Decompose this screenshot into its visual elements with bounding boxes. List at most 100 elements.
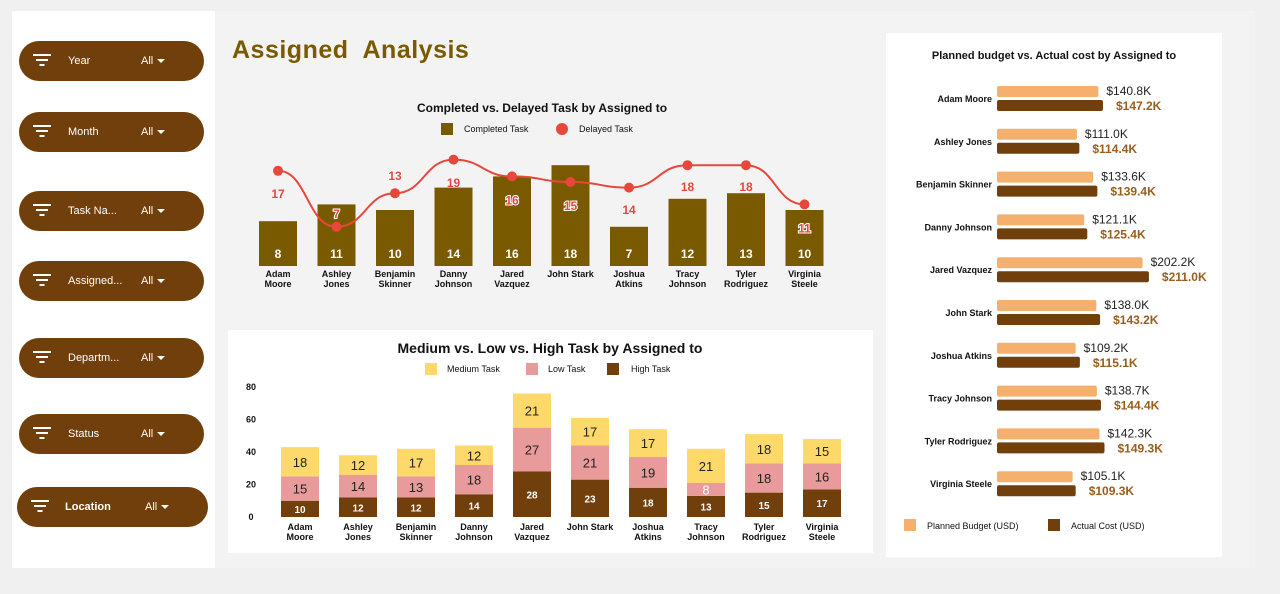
medium-task-segment bbox=[687, 448, 725, 483]
x-tick-label: Johnson bbox=[455, 532, 493, 542]
filter-value-dropdown[interactable]: All bbox=[141, 352, 166, 364]
filter-assigned[interactable]: Assigned... All bbox=[19, 261, 204, 301]
x-tick-label: Joshua bbox=[613, 269, 646, 279]
completed-bar bbox=[434, 187, 473, 266]
filter-value: All bbox=[141, 126, 154, 138]
filter-value-dropdown[interactable]: All bbox=[141, 428, 166, 440]
filter-icon bbox=[33, 427, 51, 441]
page-title: Assigned Analysis bbox=[232, 36, 470, 64]
x-tick-label: Tyler bbox=[754, 522, 775, 532]
high-task-segment bbox=[281, 500, 319, 517]
y-category-label: John Stark bbox=[945, 308, 993, 318]
x-tick-label: Jared bbox=[500, 269, 524, 279]
actual-bar bbox=[997, 142, 1080, 154]
low-task-segment bbox=[571, 445, 609, 480]
y-category-label: Benjamin Skinner bbox=[916, 180, 993, 190]
delayed-point bbox=[390, 188, 400, 199]
filter-label: Assigned... bbox=[68, 275, 123, 287]
filter-value-dropdown[interactable]: All bbox=[141, 205, 166, 217]
low-task-segment bbox=[397, 476, 435, 498]
filter-label: Departm... bbox=[68, 352, 120, 364]
chevron-down-icon bbox=[157, 59, 166, 64]
filter-value-dropdown[interactable]: All bbox=[141, 126, 166, 138]
medium-task-segment bbox=[745, 434, 783, 464]
delayed-point bbox=[799, 199, 810, 210]
medium-data-label: 17 bbox=[641, 436, 655, 451]
high-data-label: 23 bbox=[584, 494, 596, 505]
high-task-segment bbox=[745, 492, 783, 517]
y-category-label: Ashley Jones bbox=[934, 137, 992, 147]
filter-month[interactable]: Month All bbox=[19, 112, 204, 152]
high-task-segment bbox=[687, 495, 725, 517]
legend-label: Medium Task bbox=[447, 364, 500, 374]
delayed-data-label: 18 bbox=[739, 180, 753, 194]
chart-title: Planned budget vs. Actual cost by Assign… bbox=[932, 50, 1177, 62]
high-task-segment bbox=[455, 494, 493, 517]
low-task-segment bbox=[803, 463, 841, 490]
completed-bar bbox=[785, 210, 824, 266]
actual-data-label: $114.4K bbox=[1092, 142, 1137, 156]
legend-label: Planned Budget (USD) bbox=[927, 521, 1019, 531]
low-task-segment bbox=[513, 427, 551, 472]
delayed-data-label: 19 bbox=[447, 176, 461, 190]
completed-bar bbox=[727, 193, 765, 266]
low-data-label: 16 bbox=[815, 469, 829, 484]
low-data-label: 14 bbox=[351, 479, 365, 494]
filter-year[interactable]: Year All bbox=[19, 41, 204, 81]
low-task-segment bbox=[455, 465, 493, 495]
legend-actual-swatch bbox=[1048, 519, 1060, 531]
actual-bar bbox=[997, 228, 1088, 240]
filter-status[interactable]: Status All bbox=[19, 414, 204, 454]
legend-label: High Task bbox=[631, 364, 671, 374]
completed-bar bbox=[493, 176, 531, 266]
chevron-down-icon bbox=[157, 432, 166, 437]
y-category-label: Joshua Atkins bbox=[931, 351, 992, 361]
filter-icon bbox=[33, 125, 51, 139]
x-tick-label: Joshua bbox=[632, 522, 665, 532]
planned-data-label: $109.2K bbox=[1084, 341, 1129, 355]
filter-value-dropdown[interactable]: All bbox=[141, 275, 166, 287]
delayed-data-label: 18 bbox=[681, 180, 695, 194]
low-data-label: 18 bbox=[757, 471, 771, 486]
planned-data-label: $133.6K bbox=[1101, 170, 1146, 184]
y-category-label: Danny Johnson bbox=[924, 222, 992, 232]
delayed-data-label: 17 bbox=[271, 187, 285, 201]
legend-completed-swatch bbox=[441, 123, 453, 135]
chevron-down-icon bbox=[161, 505, 170, 510]
chart-title: Medium vs. Low vs. High Task by Assigned… bbox=[398, 340, 703, 356]
planned-bar bbox=[997, 214, 1085, 226]
filter-label: Status bbox=[68, 428, 100, 440]
high-data-label: 15 bbox=[758, 501, 770, 512]
planned-data-label: $202.2K bbox=[1151, 255, 1196, 269]
x-tick-label: Danny bbox=[440, 269, 468, 279]
filter-icon bbox=[33, 274, 51, 288]
actual-data-label: $149.3K bbox=[1117, 441, 1163, 455]
actual-bar bbox=[997, 442, 1105, 454]
filter-icon bbox=[33, 54, 51, 68]
filter-icon bbox=[33, 351, 51, 365]
y-tick-label: 0 bbox=[248, 512, 253, 522]
low-task-segment bbox=[339, 474, 377, 498]
delayed-point bbox=[624, 182, 634, 193]
filter-location[interactable]: Location All bbox=[17, 487, 208, 527]
filter-value-dropdown[interactable]: All bbox=[141, 55, 166, 67]
medium-data-label: 17 bbox=[583, 425, 597, 440]
actual-bar bbox=[997, 185, 1098, 197]
planned-data-label: $142.3K bbox=[1107, 426, 1152, 440]
actual-data-label: $115.1K bbox=[1093, 356, 1138, 370]
x-tick-label: Moore bbox=[265, 279, 292, 289]
y-category-label: Virginia Steele bbox=[930, 479, 992, 489]
y-tick-label: 60 bbox=[246, 415, 256, 425]
filter-departm[interactable]: Departm... All bbox=[19, 338, 204, 378]
low-task-segment bbox=[281, 476, 319, 501]
delayed-point bbox=[682, 160, 693, 171]
legend-label: Delayed Task bbox=[579, 124, 633, 134]
y-category-label: Tracy Johnson bbox=[928, 394, 992, 404]
x-tick-label: Atkins bbox=[634, 532, 662, 542]
x-tick-label: Atkins bbox=[615, 279, 643, 289]
filter-taskna[interactable]: Task Na... All bbox=[19, 191, 204, 231]
x-tick-label: Steele bbox=[809, 532, 836, 542]
filter-value-dropdown[interactable]: All bbox=[145, 501, 170, 513]
filter-label: Month bbox=[68, 126, 99, 138]
high-data-label: 12 bbox=[352, 503, 364, 514]
